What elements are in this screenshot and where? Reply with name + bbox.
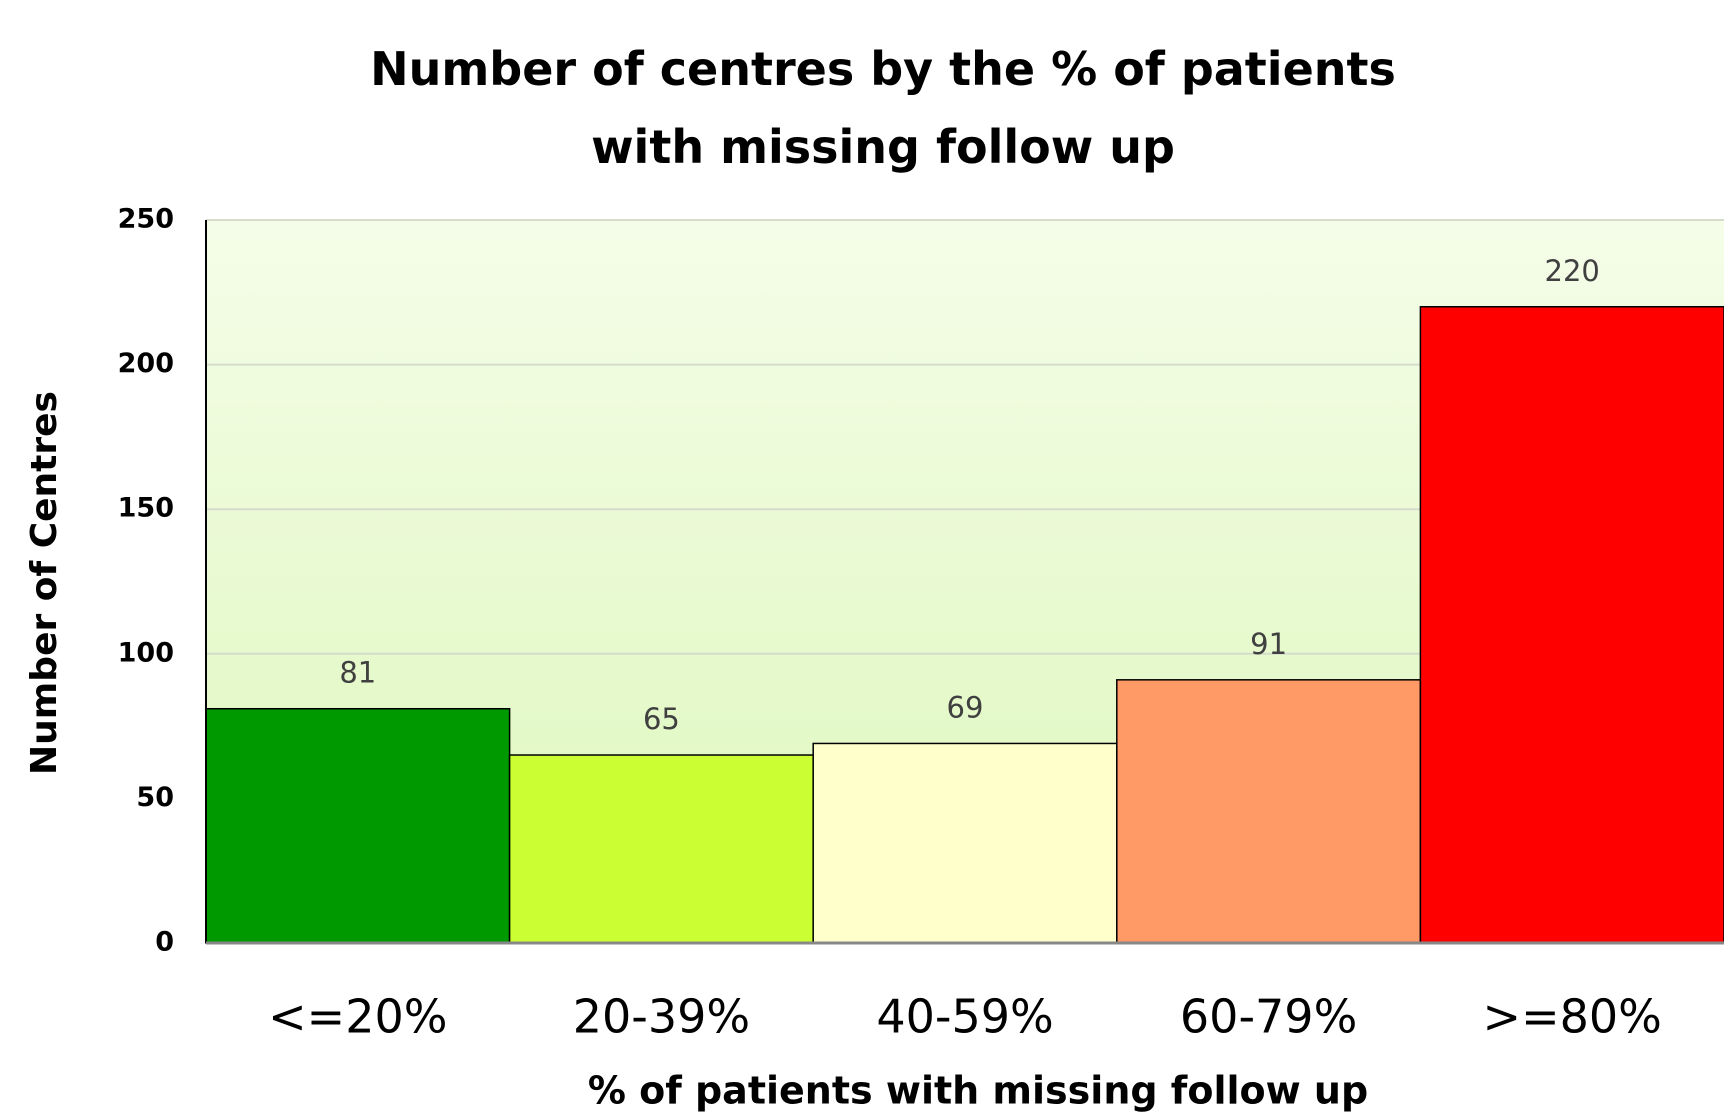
bar [1116, 679, 1422, 944]
x-tick-label: 20-39% [573, 990, 750, 1044]
y-tick-label: 150 [118, 493, 174, 524]
bar [1419, 306, 1724, 944]
data-label: 91 [1250, 627, 1287, 661]
x-axis-label: % of patients with missing follow up [588, 1069, 1368, 1113]
y-axis-label: Number of Centres [24, 391, 65, 775]
y-tick-label: 50 [136, 782, 174, 813]
data-label: 81 [339, 656, 376, 690]
x-tick-label: >=80% [1483, 990, 1662, 1044]
chart-title: Number of centres by the % of patients w… [370, 42, 1396, 174]
bar [205, 707, 511, 944]
data-label: 65 [643, 702, 680, 736]
y-tick-label: 100 [118, 637, 174, 668]
data-label: 220 [1545, 254, 1600, 288]
bar [812, 742, 1118, 944]
x-tick-label: 60-79% [1180, 990, 1357, 1044]
data-label: 69 [947, 690, 984, 724]
bar [508, 754, 814, 944]
y-tick-label: 0 [155, 927, 174, 958]
x-tick-label: 40-59% [876, 990, 1053, 1044]
x-tick-label: <=20% [268, 990, 447, 1044]
y-tick-label: 250 [118, 204, 174, 235]
y-tick-label: 200 [118, 348, 174, 379]
